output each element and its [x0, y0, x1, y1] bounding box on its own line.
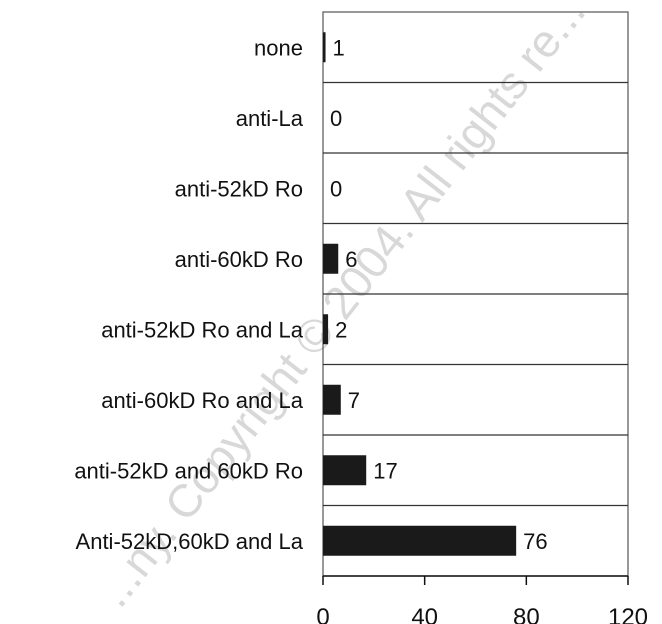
category-label: anti-60kD Ro — [175, 247, 303, 272]
category-label: anti-52kD Ro — [175, 176, 303, 201]
bar — [323, 455, 367, 486]
data-label: 2 — [335, 317, 347, 342]
category-label: anti-La — [236, 106, 304, 131]
category-label: anti-52kD and 60kD Ro — [74, 458, 303, 483]
data-label: 76 — [523, 529, 547, 554]
x-tick-label: 80 — [513, 604, 540, 624]
category-label: anti-52kD Ro and La — [101, 317, 304, 342]
copyright-watermark: ...ny. Copyright © 2004. All rights re..… — [87, 0, 595, 616]
data-label: 7 — [348, 388, 360, 413]
bar — [323, 525, 517, 556]
category-label: anti-60kD Ro and La — [101, 388, 304, 413]
x-tick-label: 120 — [608, 604, 648, 624]
data-label: 0 — [330, 106, 342, 131]
labels-layer: none 1 anti-La 0 anti-52kD Ro 0 anti-60kD Ro 6 a… — [74, 35, 547, 554]
data-label: 6 — [345, 247, 357, 272]
bar — [323, 32, 326, 63]
bar — [323, 243, 339, 274]
axis-layer: 0 40 80 120 — [316, 575, 648, 624]
data-label: 17 — [373, 458, 397, 483]
bar — [323, 384, 341, 415]
category-label: none — [254, 35, 303, 60]
bars-layer — [323, 32, 517, 556]
category-label: Anti-52kD,60kD and La — [76, 529, 304, 554]
data-label: 0 — [330, 176, 342, 201]
data-label: 1 — [333, 35, 345, 60]
x-tick-label: 0 — [316, 604, 329, 624]
bar — [323, 314, 329, 345]
x-tick-label: 40 — [411, 604, 438, 624]
